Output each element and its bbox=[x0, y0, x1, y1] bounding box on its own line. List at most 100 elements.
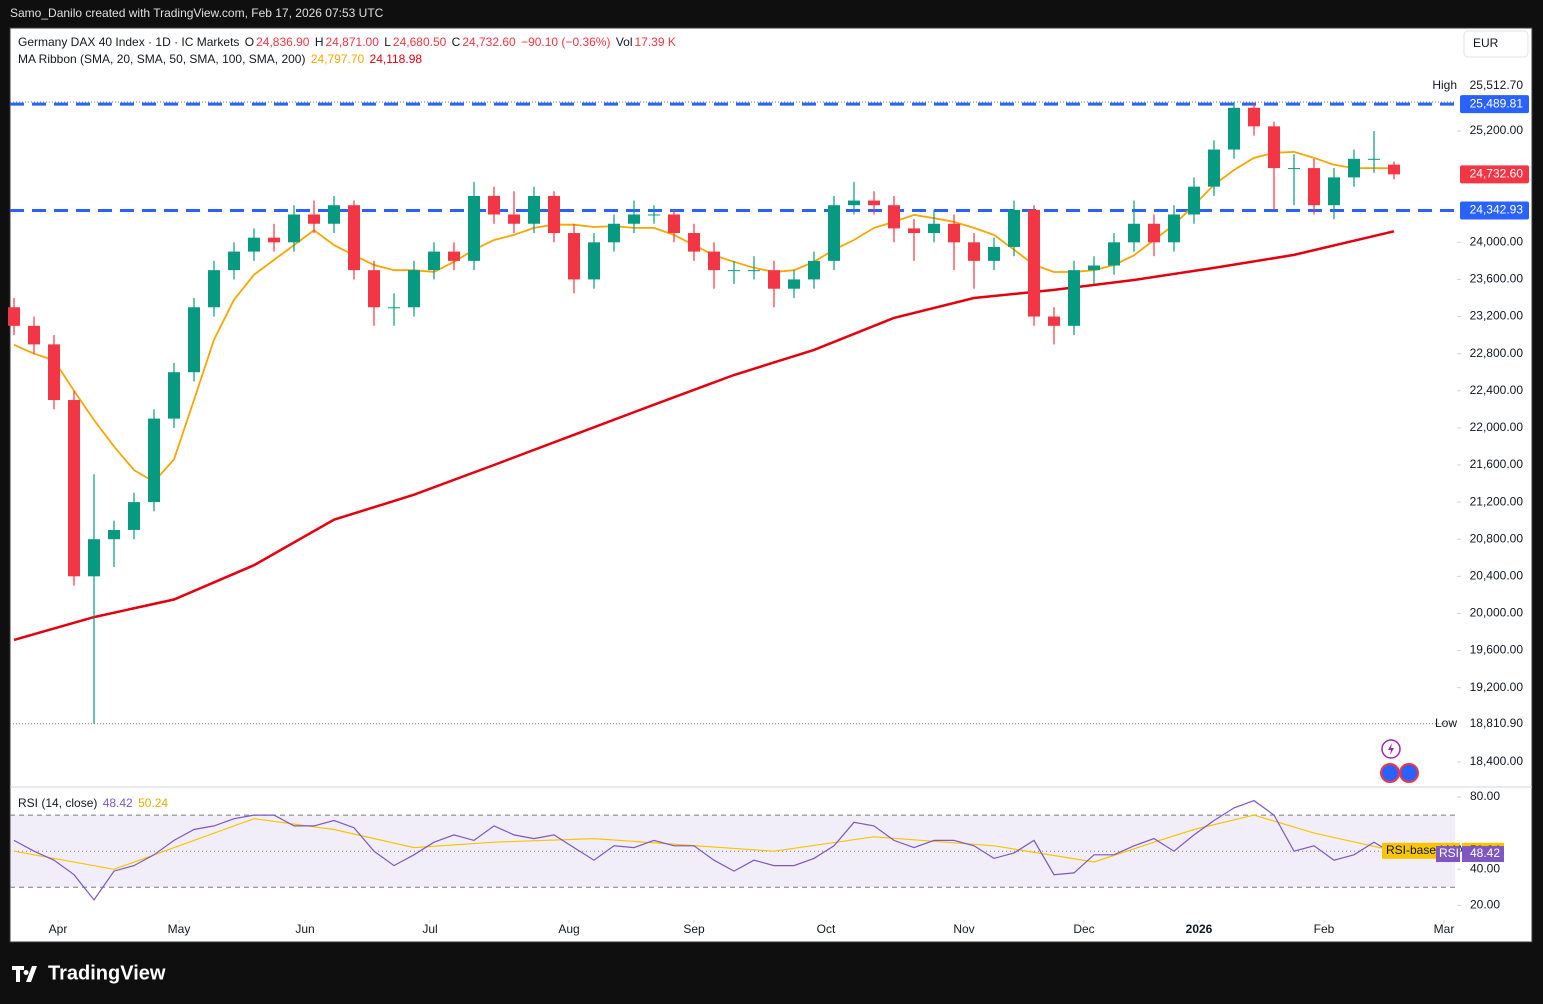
candle-body bbox=[1008, 209, 1020, 247]
candle-body bbox=[408, 270, 420, 308]
candle-body bbox=[868, 200, 880, 206]
candle-body bbox=[1068, 270, 1080, 326]
y-tick-label: 21,200.00 bbox=[1470, 494, 1524, 508]
x-tick-label: Jul bbox=[422, 922, 437, 936]
y-tick-label: 20,000.00 bbox=[1470, 606, 1524, 620]
y-tick-label: 21,600.00 bbox=[1470, 457, 1524, 471]
candle-body bbox=[448, 251, 460, 261]
candle-body bbox=[648, 214, 660, 216]
candle-body bbox=[388, 307, 400, 309]
candle-body bbox=[1268, 126, 1280, 169]
x-tick-label: Oct bbox=[817, 922, 836, 936]
candle-body bbox=[688, 233, 700, 252]
y-tick-label: 25,200.00 bbox=[1470, 123, 1524, 137]
header: Samo_Danilo created with TradingView.com… bbox=[10, 6, 384, 20]
ma-value: 24,118.98 bbox=[369, 52, 423, 66]
rsi-label: 48.42 bbox=[1470, 846, 1500, 860]
candle-body bbox=[8, 307, 20, 326]
candle-body bbox=[888, 205, 900, 229]
legend-key: L bbox=[384, 35, 391, 49]
y-tick-label: 22,400.00 bbox=[1470, 383, 1524, 397]
y-tick-label: 22,000.00 bbox=[1470, 420, 1524, 434]
candle-body bbox=[1308, 168, 1320, 206]
y-tick-label: 22,800.00 bbox=[1470, 346, 1524, 360]
candle-body bbox=[988, 246, 1000, 261]
candle-body bbox=[1188, 186, 1200, 215]
line bbox=[13, 814, 1395, 870]
candle-body bbox=[728, 270, 740, 272]
extreme-box bbox=[1459, 714, 1529, 733]
rsi-label-box bbox=[1462, 846, 1504, 863]
y-tick-label: 23,600.00 bbox=[1470, 272, 1524, 286]
x-tick-label: Aug bbox=[558, 922, 579, 936]
y-tick-label: 20.00 bbox=[1470, 898, 1500, 912]
legend-key: C bbox=[451, 35, 461, 49]
x-tick-label: Jun bbox=[295, 922, 314, 936]
candle-body bbox=[1388, 164, 1400, 175]
rsi-tag-box bbox=[1436, 846, 1460, 863]
candle-body bbox=[1028, 209, 1040, 317]
candle-body bbox=[568, 233, 580, 280]
x-tick-label: Dec bbox=[1073, 922, 1094, 936]
legend-rsi: RSI (14, close) 48.42 50.24 bbox=[18, 796, 170, 810]
line bbox=[13, 230, 1395, 642]
candle-body bbox=[928, 223, 940, 234]
candle-body bbox=[588, 242, 600, 280]
ma-value: 24,797.70 bbox=[310, 52, 365, 66]
rsi-ma-value: 50.24 bbox=[138, 796, 169, 810]
candle-body bbox=[148, 418, 160, 503]
candle-body bbox=[168, 372, 180, 419]
candle-body bbox=[908, 228, 920, 234]
candle-body bbox=[1248, 107, 1260, 127]
level-label: 24,342.93 bbox=[1470, 203, 1524, 217]
candle-body bbox=[488, 195, 500, 215]
candle-body bbox=[1288, 168, 1300, 170]
x-tick-label: May bbox=[168, 922, 191, 936]
rsi-value: 48.42 bbox=[102, 796, 133, 810]
chart-area bbox=[9, 27, 1533, 943]
candle-body bbox=[128, 502, 140, 530]
candle-body bbox=[768, 270, 780, 289]
candle-body bbox=[528, 195, 540, 224]
candle-body bbox=[968, 242, 980, 261]
candle-body bbox=[628, 214, 640, 224]
candle-body bbox=[28, 325, 40, 345]
legend-key: O bbox=[244, 35, 255, 49]
extreme-name: High bbox=[1432, 78, 1457, 92]
candle-body bbox=[828, 205, 840, 261]
candle-body bbox=[108, 529, 120, 540]
ma-title: MA Ribbon (SMA, 20, SMA, 50, SMA, 100, S… bbox=[18, 52, 306, 66]
x-tick-label: Nov bbox=[953, 922, 974, 936]
candle-body bbox=[548, 195, 560, 234]
x-tick-label: Sep bbox=[683, 922, 705, 936]
x-tick-label: Feb bbox=[1314, 922, 1335, 936]
candle-body bbox=[428, 251, 440, 271]
extreme-value: 25,512.70 bbox=[1470, 78, 1524, 92]
candle-body bbox=[668, 214, 680, 234]
candle-body bbox=[848, 200, 860, 206]
y-tick-label: 24,000.00 bbox=[1470, 234, 1524, 248]
candle-body bbox=[1348, 158, 1360, 178]
candle-body bbox=[1228, 107, 1240, 150]
x-tick-label: Apr bbox=[49, 922, 68, 936]
currency-button[interactable] bbox=[1463, 30, 1529, 58]
legend-key: Vol bbox=[615, 35, 633, 49]
legend-main: Germany DAX 40 Index · 1D · IC Markets O… bbox=[18, 35, 678, 49]
extreme-name: Low bbox=[1435, 716, 1457, 730]
candle-body bbox=[1368, 158, 1380, 160]
y-tick-label: 20,800.00 bbox=[1470, 531, 1524, 545]
legend-value: 24,732.60 bbox=[462, 35, 516, 49]
line bbox=[13, 150, 1395, 483]
line bbox=[13, 799, 1395, 901]
extreme-value: 18,810.90 bbox=[1470, 716, 1524, 730]
legend-ma: MA Ribbon (SMA, 20, SMA, 50, SMA, 100, S… bbox=[18, 52, 424, 66]
x-tick-label: 2026 bbox=[1186, 922, 1213, 936]
candle-body bbox=[288, 214, 300, 243]
candle-body bbox=[1148, 223, 1160, 243]
last-price-label: 24,732.60 bbox=[1470, 167, 1524, 181]
candle-body bbox=[1208, 149, 1220, 187]
candle-body bbox=[1048, 316, 1060, 326]
candle-body bbox=[1168, 214, 1180, 243]
candle-body bbox=[208, 270, 220, 308]
